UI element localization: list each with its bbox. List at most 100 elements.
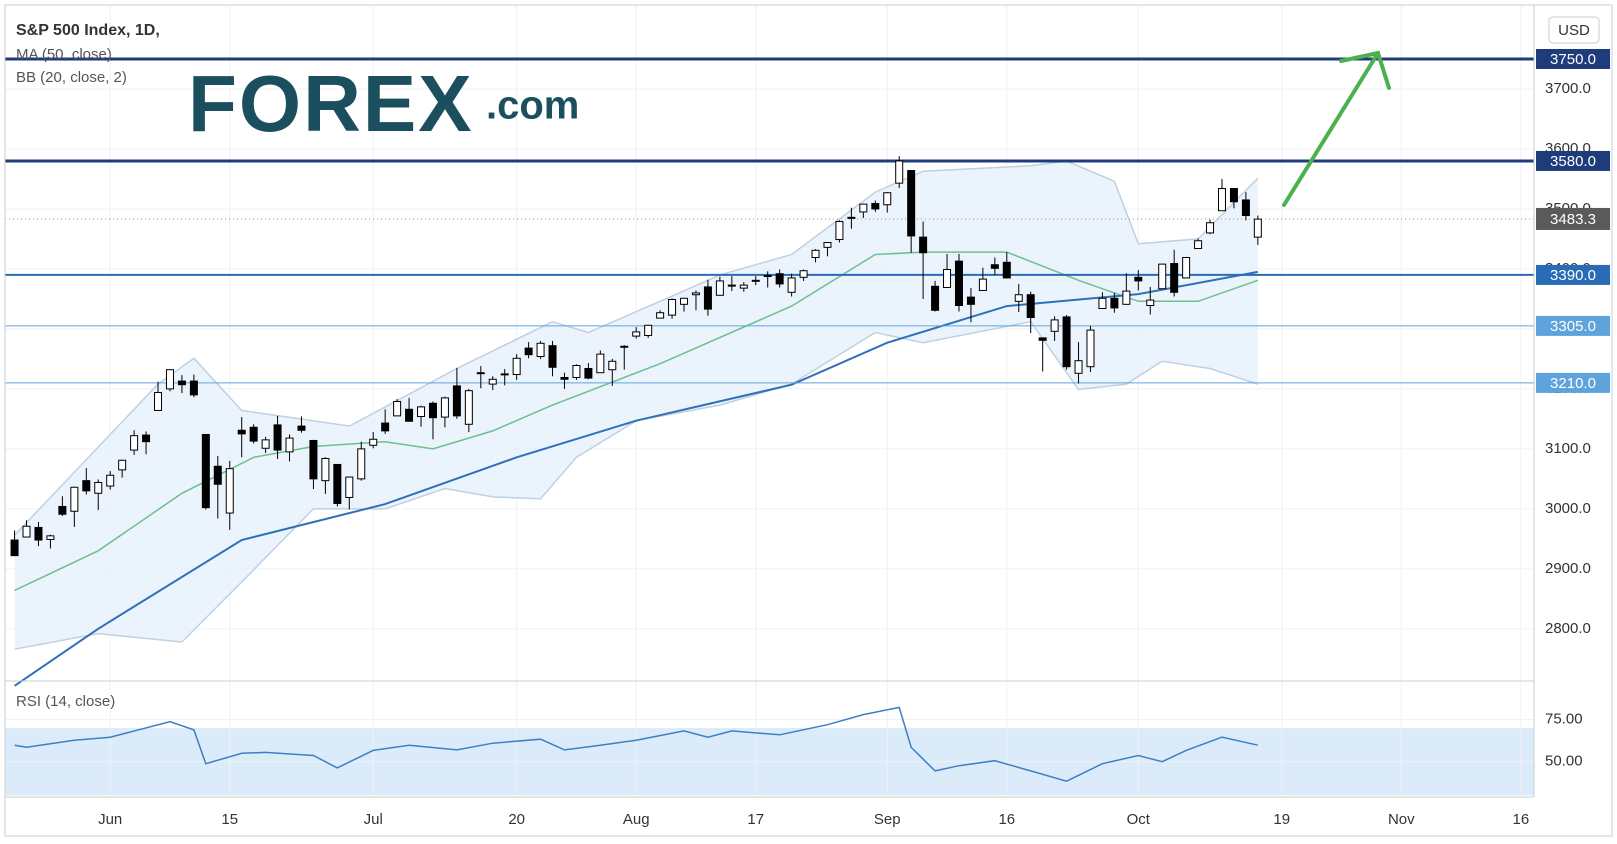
candle-body xyxy=(1050,319,1059,332)
candle-body xyxy=(261,439,270,449)
last-price-label: 3483.3 xyxy=(1550,211,1596,228)
y-tick-label: 3100.0 xyxy=(1545,440,1591,457)
candle-body xyxy=(727,284,736,287)
candle-body xyxy=(966,296,975,305)
candle-body xyxy=(22,525,31,538)
candle-body xyxy=(596,353,605,374)
level-badge xyxy=(1536,315,1610,336)
candle-body xyxy=(715,280,724,296)
rsi-line xyxy=(14,706,1258,783)
candle-body xyxy=(1038,337,1047,341)
candle-body xyxy=(452,385,461,417)
logo-suffix: .com xyxy=(486,84,579,128)
candle-body xyxy=(1229,188,1238,203)
candle-body xyxy=(1098,297,1107,310)
level-label: 3580.0 xyxy=(1550,153,1596,170)
level-badge xyxy=(1536,264,1610,285)
level-label: 3390.0 xyxy=(1550,267,1596,284)
candle-body xyxy=(58,505,67,515)
arrow-shaft xyxy=(1282,51,1380,207)
candle-body xyxy=(165,369,174,390)
candle-body xyxy=(201,433,210,509)
candle-body xyxy=(1158,263,1167,290)
candle-body xyxy=(859,203,868,213)
candle-body xyxy=(990,264,999,269)
candle-body xyxy=(417,406,426,417)
candle-body xyxy=(1026,294,1035,319)
bb-basis xyxy=(14,251,1259,592)
candle-body xyxy=(1146,299,1155,307)
y-tick-label: 50.00 xyxy=(1545,753,1583,770)
candle-body xyxy=(488,378,497,385)
x-tick-label: 17 xyxy=(747,811,764,828)
candle-body xyxy=(1241,199,1250,217)
candle-body xyxy=(560,376,569,380)
candle-body xyxy=(70,486,79,512)
candle-body xyxy=(249,426,258,442)
candle-body xyxy=(464,390,473,425)
candle-body xyxy=(177,380,186,386)
x-tick-label: 15 xyxy=(221,811,238,828)
candle-body xyxy=(428,402,437,419)
candle-body xyxy=(1002,261,1011,279)
level-label: 3750.0 xyxy=(1550,51,1596,68)
candle-body xyxy=(739,284,748,289)
candle-body xyxy=(632,331,641,337)
candle-body xyxy=(1086,329,1095,368)
level-label: 3305.0 xyxy=(1550,318,1596,335)
candle-body xyxy=(811,249,820,259)
overlay-layer: S&P 500 Index, 1D, MA (50, close) BB (20… xyxy=(16,22,1391,710)
level-label: 3210.0 xyxy=(1550,375,1596,392)
candle-body xyxy=(584,367,593,379)
x-tick-label: Nov xyxy=(1388,811,1415,828)
candle-body xyxy=(1110,297,1119,309)
candle-body xyxy=(656,312,665,319)
candle-body xyxy=(799,270,808,278)
candle-body xyxy=(154,391,163,411)
candle-body xyxy=(34,526,43,541)
bb-upper xyxy=(14,160,1259,536)
frame xyxy=(4,4,1613,837)
candle-body xyxy=(691,292,700,296)
candle-body xyxy=(82,480,91,492)
candle-body xyxy=(608,360,617,371)
candle-body xyxy=(883,192,892,206)
candle-body xyxy=(680,297,689,305)
candle-body xyxy=(476,372,485,375)
level-badge xyxy=(1536,48,1610,69)
x-tick-label: Jun xyxy=(98,811,122,828)
y-tick-label: 2900.0 xyxy=(1545,560,1591,577)
candle-body xyxy=(703,286,712,310)
candle-body xyxy=(763,275,772,278)
level-badge xyxy=(1536,372,1610,393)
up-arrow xyxy=(1282,50,1391,207)
candle-body xyxy=(369,438,378,446)
level-badge xyxy=(1536,150,1610,171)
y-tick-label: 3700.0 xyxy=(1545,80,1591,97)
candle-body xyxy=(895,160,904,184)
x-tick-label: Oct xyxy=(1127,811,1151,828)
candle-body xyxy=(213,465,222,485)
candle-body xyxy=(500,373,509,376)
candle-body xyxy=(943,269,952,289)
x-tick-label: 16 xyxy=(1513,811,1530,828)
candle-body xyxy=(1206,222,1215,234)
candle-body xyxy=(524,347,533,356)
candle-body xyxy=(106,474,115,487)
candle-body xyxy=(405,408,414,422)
candle-body xyxy=(357,448,366,480)
candle-body xyxy=(751,279,760,282)
candle-body xyxy=(46,535,55,540)
candle-body xyxy=(1253,218,1262,238)
candle-body xyxy=(381,422,390,432)
candle-body xyxy=(1217,188,1226,212)
last-price-badge xyxy=(1536,207,1610,230)
candle-body xyxy=(644,324,653,337)
candle-body xyxy=(548,345,557,368)
candle-body xyxy=(1182,257,1191,279)
candle-body xyxy=(142,434,151,443)
currency-box xyxy=(1548,16,1600,44)
x-tick-label: 20 xyxy=(508,811,525,828)
candle-body xyxy=(954,260,963,307)
